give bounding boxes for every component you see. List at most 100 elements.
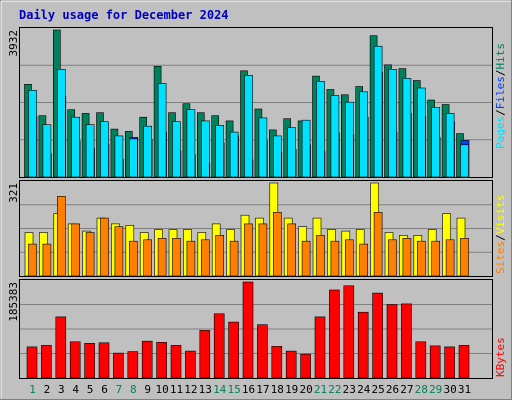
bar-kbytes-day-9 <box>141 340 153 379</box>
bar-sites-day-9 <box>143 239 152 277</box>
day-label-2: 2 <box>44 383 51 396</box>
bar-files-day-6 <box>100 121 109 178</box>
legend-sites: Sites <box>494 241 507 274</box>
legend-pages: Pages <box>494 116 507 149</box>
day-label-30: 30 <box>443 383 456 396</box>
bar-files-day-13 <box>201 120 210 178</box>
bar-kbytes-day-25 <box>372 292 383 379</box>
legend-hits: Hits <box>494 43 507 70</box>
bar-sites-day-4 <box>71 223 80 277</box>
bar-files-day-20 <box>301 119 311 178</box>
bar-files-day-9 <box>143 125 152 178</box>
day-label-4: 4 <box>72 383 79 396</box>
bar-kbytes-day-4 <box>69 341 81 379</box>
bar-sites-day-31 <box>460 238 469 277</box>
day-label-5: 5 <box>87 383 94 396</box>
bar-files-day-2 <box>42 124 52 178</box>
panel-frame-visits <box>19 180 493 277</box>
day-label-7: 7 <box>116 383 123 396</box>
bar-files-day-12 <box>186 109 196 178</box>
bar-kbytes-day-21 <box>314 316 326 379</box>
ymax-label-hits: 3932 <box>7 30 20 57</box>
legend-visits: Visits <box>494 195 507 235</box>
legend-files: Files <box>494 76 507 109</box>
bar-kbytes-day-8 <box>127 351 139 379</box>
bar-kbytes-day-1 <box>26 346 38 379</box>
ymax-label-visits: 321 <box>7 183 20 203</box>
day-label-18: 18 <box>271 383 284 396</box>
bar-files-day-14 <box>215 125 224 178</box>
bar-kbytes-day-30 <box>444 346 455 379</box>
day-label-25: 25 <box>371 383 384 396</box>
day-label-3: 3 <box>58 383 65 396</box>
bar-files-day-28 <box>416 87 426 178</box>
bar-kbytes-day-11 <box>170 345 182 379</box>
ymax-label-kbytes: 185383 <box>7 282 20 322</box>
day-label-14: 14 <box>213 383 227 396</box>
bar-files-day-17 <box>258 117 268 178</box>
day-label-8: 8 <box>130 383 137 396</box>
day-label-17: 17 <box>256 383 269 396</box>
bar-kbytes-day-13 <box>199 330 211 379</box>
bar-files-day-26 <box>388 69 397 178</box>
day-label-28: 28 <box>415 383 428 396</box>
bar-sites-day-28 <box>416 240 426 277</box>
day-label-6: 6 <box>101 383 108 396</box>
bar-sites-day-24 <box>359 243 369 277</box>
bar-files-day-22 <box>330 95 340 178</box>
bar-sites-day-18 <box>272 212 282 277</box>
bar-files-day-16 <box>244 75 253 178</box>
legend-sep-2: / <box>494 70 507 77</box>
bar-kbytes-day-12 <box>185 350 196 379</box>
bar-kbytes-day-20 <box>300 353 311 379</box>
bar-files-day-29 <box>431 107 441 178</box>
bar-kbytes-day-23 <box>343 285 355 379</box>
bar-files-day-21 <box>316 81 325 178</box>
legend-sites-visits: Sites/Visits <box>494 195 507 275</box>
bar-files-day-23 <box>344 101 354 178</box>
day-label-11: 11 <box>170 383 183 396</box>
day-label-20: 20 <box>299 383 312 396</box>
bar-kbytes-day-14 <box>213 313 225 379</box>
bar-kbytes-day-16 <box>242 281 254 379</box>
day-label-23: 23 <box>343 383 356 396</box>
bar-sites-day-3 <box>56 196 66 277</box>
bar-files-day-3 <box>56 69 66 178</box>
bar-kbytes-day-26 <box>386 304 398 379</box>
bar-sites-day-1 <box>28 243 37 277</box>
day-label-12: 12 <box>184 383 197 396</box>
bar-sites-day-7 <box>114 226 124 277</box>
bar-kbytes-day-29 <box>429 345 441 379</box>
bar-sites-day-5 <box>85 232 95 277</box>
bar-sites-day-15 <box>229 240 239 277</box>
bar-sites-day-6 <box>100 217 109 277</box>
bar-sites-day-19 <box>287 223 297 277</box>
bar-sites-day-20 <box>301 240 311 277</box>
bar-kbytes-day-5 <box>84 342 95 379</box>
panel-frame-kbytes <box>19 279 493 379</box>
bar-files-day-5 <box>85 124 95 178</box>
bar-kbytes-day-6 <box>98 342 110 379</box>
bar-files-day-18 <box>272 135 282 178</box>
bar-kbytes-day-22 <box>329 289 340 379</box>
bar-files-day-1 <box>28 90 37 178</box>
legend-sep-1: / <box>494 109 507 116</box>
bar-sites-day-29 <box>431 240 441 277</box>
bar-kbytes-day-3 <box>55 316 67 379</box>
bar-sites-day-17 <box>258 223 268 277</box>
bar-files-day-30 <box>445 113 455 178</box>
bar-files-day-15 <box>229 131 239 178</box>
day-label-29: 29 <box>429 383 442 396</box>
bar-files-day-10 <box>157 83 167 178</box>
bar-sites-day-26 <box>388 239 397 277</box>
bar-sites-day-16 <box>244 223 253 277</box>
day-label-19: 19 <box>285 383 298 396</box>
bar-sites-day-21 <box>316 235 325 277</box>
panel-frame-hits <box>19 27 493 178</box>
bar-files-day-24 <box>359 91 369 178</box>
bar-kbytes-day-2 <box>41 345 52 379</box>
bar-files-day-19 <box>287 127 297 178</box>
day-label-26: 26 <box>386 383 399 396</box>
bar-kbytes-day-31 <box>458 345 470 379</box>
